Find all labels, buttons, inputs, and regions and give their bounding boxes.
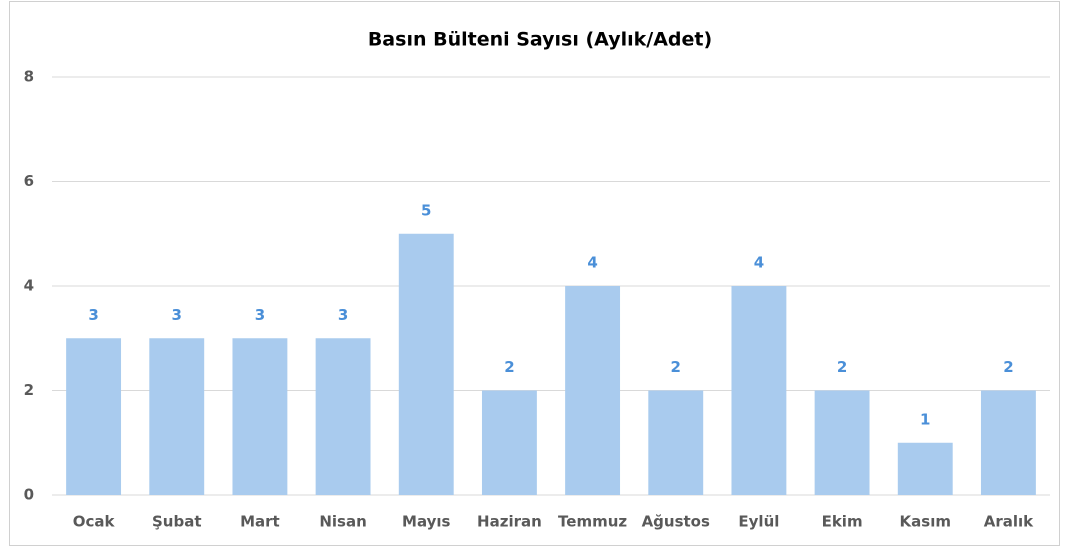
- chart-title: Basın Bülteni Sayısı (Aylık/Adet): [368, 29, 712, 51]
- data-label: 3: [338, 306, 348, 324]
- data-label: 2: [504, 358, 514, 376]
- data-label: 2: [671, 358, 681, 376]
- x-tick-label: Temmuz: [558, 513, 627, 531]
- x-tick-label: Mart: [240, 513, 280, 531]
- bar: [149, 338, 205, 495]
- y-tick-label: 2: [24, 381, 34, 399]
- x-tick-label: Mayıs: [402, 513, 451, 531]
- y-tick-label: 0: [24, 486, 34, 504]
- y-tick-label: 8: [24, 68, 34, 86]
- bar: [814, 390, 870, 495]
- bar: [648, 390, 704, 495]
- data-label: 3: [255, 306, 265, 324]
- data-label: 3: [172, 306, 182, 324]
- data-label: 2: [837, 358, 847, 376]
- x-tick-label: Kasım: [900, 513, 951, 531]
- x-tick-label: Nisan: [319, 513, 366, 531]
- data-label: 5: [421, 201, 431, 219]
- x-tick-label: Ocak: [73, 513, 116, 531]
- data-label: 3: [88, 306, 98, 324]
- x-tick-label: Ekim: [822, 513, 863, 531]
- x-tick-label: Şubat: [152, 513, 202, 531]
- data-label: 4: [754, 254, 764, 272]
- x-tick-label: Ağustos: [642, 513, 710, 531]
- bar: [565, 286, 621, 495]
- bar: [398, 233, 454, 495]
- data-label: 4: [587, 254, 597, 272]
- x-tick-label: Haziran: [477, 513, 542, 531]
- bar: [232, 338, 288, 495]
- x-tick-label: Aralık: [984, 513, 1034, 531]
- data-label: 1: [920, 410, 930, 428]
- data-label: 2: [1003, 358, 1013, 376]
- bar: [66, 338, 122, 495]
- bar: [980, 390, 1036, 495]
- bar: [731, 286, 787, 495]
- bar: [897, 442, 953, 495]
- y-tick-label: 4: [24, 277, 34, 295]
- bar: [481, 390, 537, 495]
- x-tick-label: Eylül: [738, 513, 779, 531]
- bar: [315, 338, 371, 495]
- y-tick-label: 6: [24, 172, 34, 190]
